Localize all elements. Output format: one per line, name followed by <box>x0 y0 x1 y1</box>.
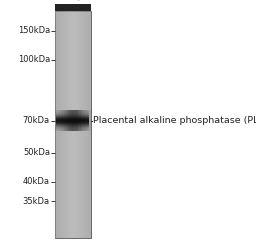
Bar <box>71 11 72 238</box>
Bar <box>57 123 89 124</box>
Bar <box>85 110 87 131</box>
Bar <box>84 11 85 238</box>
Text: 35kDa: 35kDa <box>23 197 50 206</box>
Bar <box>88 110 89 131</box>
Bar <box>67 110 68 131</box>
Bar <box>57 127 89 128</box>
Bar <box>87 11 89 238</box>
Bar <box>57 124 89 125</box>
Bar <box>57 126 89 127</box>
Bar <box>72 11 73 238</box>
Bar <box>62 11 63 238</box>
Bar <box>55 11 56 238</box>
Bar <box>57 122 89 123</box>
Bar <box>71 110 72 131</box>
Bar <box>89 110 91 131</box>
Bar <box>57 128 89 129</box>
Bar <box>75 110 77 131</box>
Bar <box>78 110 79 131</box>
Bar <box>61 110 62 131</box>
Bar <box>85 11 86 238</box>
Text: 150kDa: 150kDa <box>18 26 50 35</box>
Bar <box>68 11 69 238</box>
Text: 50kDa: 50kDa <box>23 148 50 157</box>
Bar <box>57 117 89 118</box>
Bar <box>55 4 91 11</box>
Bar <box>79 11 80 238</box>
Bar <box>69 11 71 238</box>
Bar <box>82 110 84 131</box>
Bar <box>61 11 62 238</box>
Bar <box>84 110 85 131</box>
Bar <box>65 11 66 238</box>
Bar <box>57 110 89 111</box>
Bar <box>65 110 67 131</box>
Bar <box>80 11 81 238</box>
Bar <box>87 110 88 131</box>
Bar <box>57 111 89 112</box>
Bar <box>66 11 67 238</box>
Bar <box>74 11 75 238</box>
Bar <box>89 11 90 238</box>
Bar <box>67 11 68 238</box>
Bar <box>57 114 89 115</box>
Text: 40kDa: 40kDa <box>23 177 50 186</box>
Bar <box>60 11 61 238</box>
Bar <box>57 125 89 126</box>
Bar <box>55 11 91 238</box>
Bar <box>59 110 61 131</box>
Bar <box>77 11 78 238</box>
Bar <box>58 110 59 131</box>
Bar <box>82 11 84 238</box>
Text: Placental alkaline phosphatase (PLAP): Placental alkaline phosphatase (PLAP) <box>93 116 256 125</box>
Bar <box>59 11 60 238</box>
Bar <box>57 112 89 113</box>
Bar <box>75 11 77 238</box>
Bar <box>57 116 89 117</box>
Bar <box>90 11 91 238</box>
Bar <box>86 11 87 238</box>
Bar <box>57 121 89 122</box>
Bar <box>62 110 64 131</box>
Bar <box>57 118 89 119</box>
Bar <box>57 129 89 130</box>
Bar <box>56 11 57 238</box>
Text: 70kDa: 70kDa <box>23 116 50 125</box>
Bar <box>57 11 59 238</box>
Bar <box>57 115 89 116</box>
Bar <box>79 110 81 131</box>
Text: PC-3: PC-3 <box>73 0 94 2</box>
Bar <box>78 11 79 238</box>
Bar <box>68 110 69 131</box>
Bar <box>72 110 74 131</box>
Bar <box>57 119 89 120</box>
Bar <box>77 110 78 131</box>
Text: 100kDa: 100kDa <box>18 55 50 64</box>
Bar <box>69 110 71 131</box>
Bar <box>57 113 89 114</box>
Bar <box>63 11 65 238</box>
Bar <box>57 110 58 131</box>
Bar <box>81 110 82 131</box>
Bar <box>64 110 65 131</box>
Bar <box>57 130 89 131</box>
Bar <box>57 120 89 121</box>
Bar <box>55 110 57 131</box>
Bar <box>81 11 82 238</box>
Bar <box>73 11 74 238</box>
Bar <box>74 110 75 131</box>
